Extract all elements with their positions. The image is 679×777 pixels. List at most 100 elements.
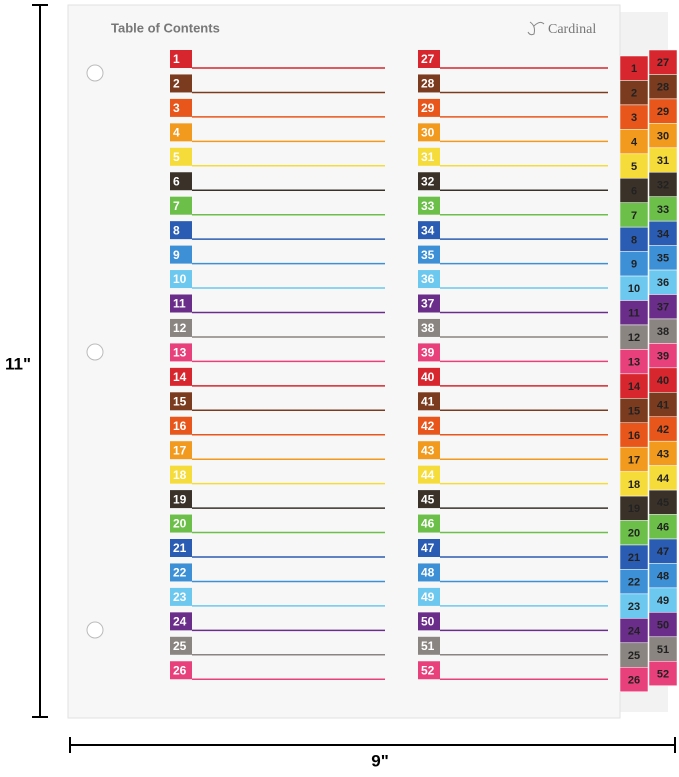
entry-box	[170, 270, 192, 289]
tab	[648, 318, 678, 344]
entry-number: 52	[421, 663, 435, 677]
tab-number: 2	[631, 88, 637, 100]
entry-box	[170, 98, 192, 117]
tab-number: 40	[657, 375, 669, 387]
tab-number: 42	[657, 424, 669, 436]
tab-number: 51	[657, 644, 669, 656]
tab-number: 16	[628, 430, 640, 442]
entry-number: 35	[421, 248, 435, 262]
entry-number: 49	[421, 590, 435, 604]
tab-number: 33	[657, 204, 669, 216]
tab	[619, 226, 649, 252]
tab-number: 28	[657, 82, 669, 94]
entry-box	[418, 636, 440, 655]
entry-number: 18	[173, 468, 187, 482]
entry-number: 29	[421, 101, 435, 115]
entry-box	[170, 147, 192, 166]
entry-number: 20	[173, 517, 187, 531]
tab	[648, 294, 678, 320]
entry-number: 13	[173, 346, 187, 360]
tab	[619, 593, 649, 619]
tab-number: 49	[657, 595, 669, 607]
entry-number: 19	[173, 492, 187, 506]
tab	[648, 440, 678, 466]
entry-box	[170, 50, 192, 68]
entry-box	[170, 367, 192, 386]
tab	[648, 367, 678, 393]
entry-box	[418, 221, 440, 240]
tab-number: 27	[657, 57, 669, 69]
tab	[648, 563, 678, 589]
tab-number: 36	[657, 277, 669, 289]
entry-number: 22	[173, 566, 187, 580]
entry-number: 25	[173, 639, 187, 653]
entry-box	[418, 563, 440, 582]
entry-number: 41	[421, 394, 435, 408]
entry-box	[170, 245, 192, 264]
entry-number: 43	[421, 443, 435, 457]
entry-box	[418, 318, 440, 337]
tab-number: 39	[657, 351, 669, 363]
toc-title: Table of Contents	[111, 20, 220, 35]
tab	[619, 446, 649, 472]
tab	[619, 178, 649, 203]
entry-number: 16	[173, 419, 187, 433]
entry-box	[418, 196, 440, 215]
entry-number: 31	[421, 150, 435, 164]
tab-number: 7	[631, 210, 637, 222]
entry-number: 3	[173, 101, 180, 115]
entry-number: 44	[421, 468, 435, 482]
tab-number: 26	[628, 674, 640, 686]
entry-box	[418, 392, 440, 411]
tab-number: 34	[657, 228, 670, 240]
entry-box	[418, 416, 440, 435]
tab	[619, 667, 649, 692]
entry-number: 15	[173, 394, 187, 408]
entry-number: 30	[421, 126, 435, 140]
tab-number: 18	[628, 479, 640, 491]
entry-box	[170, 490, 192, 509]
tab-number: 10	[628, 283, 640, 295]
tab	[619, 349, 649, 375]
tab	[648, 245, 678, 271]
tab	[648, 147, 678, 173]
entry-number: 17	[173, 443, 187, 457]
entry-box	[418, 270, 440, 289]
entry-number: 21	[173, 541, 187, 555]
tab	[648, 196, 678, 222]
tab	[648, 392, 678, 417]
tab	[619, 618, 649, 644]
tab	[619, 104, 649, 130]
brand: Cardinal	[548, 22, 596, 37]
tab	[619, 544, 649, 570]
entry-box	[170, 441, 192, 460]
tab	[619, 520, 649, 546]
tab	[619, 251, 649, 277]
entry-box	[170, 123, 192, 142]
entry-box	[418, 661, 440, 680]
tab	[619, 324, 649, 350]
tab-number: 5	[631, 161, 637, 173]
tab-number: 47	[657, 546, 669, 558]
tab-number: 14	[628, 381, 641, 393]
entry-number: 36	[421, 272, 435, 286]
entry-box	[418, 50, 440, 68]
tab-number: 3	[631, 112, 637, 124]
entry-number: 37	[421, 297, 435, 311]
entry-number: 4	[173, 126, 180, 140]
entry-box	[418, 98, 440, 117]
tab	[648, 514, 678, 540]
tab	[648, 661, 678, 686]
entry-number: 46	[421, 517, 435, 531]
tab	[619, 422, 649, 448]
entry-number: 24	[173, 615, 187, 629]
entry-box	[170, 172, 192, 191]
tab-number: 19	[628, 503, 640, 515]
entry-box	[170, 74, 192, 93]
hole	[86, 64, 104, 82]
entry-number: 8	[173, 223, 180, 237]
brand-logo	[527, 21, 545, 36]
tab	[619, 55, 649, 81]
tabs: 1234567891011121314151617181920212223242…	[619, 49, 678, 692]
entry-number: 5	[173, 150, 180, 164]
